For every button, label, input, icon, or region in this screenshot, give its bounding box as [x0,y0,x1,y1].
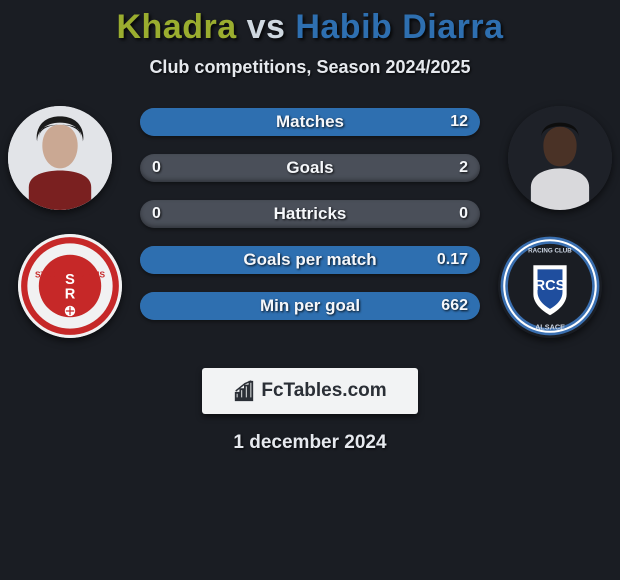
stat-label: Goals [140,154,480,182]
stat-label: Hattricks [140,200,480,228]
player1-name: Khadra [116,8,236,46]
stat-label: Min per goal [140,292,480,320]
chart-icon [233,380,255,402]
stat-label: Goals per match [140,246,480,274]
subtitle: Club competitions, Season 2024/2025 [0,57,620,78]
person-icon [508,106,612,210]
brand-text: FcTables.com [261,380,386,402]
stat-bar: 0.17Goals per match [140,246,480,274]
stats-bars: 12Matches 02Goals 00Hattricks 0.17Goals per… [140,106,480,320]
svg-text:RACING CLUB: RACING CLUB [528,248,572,255]
title-vs: vs [247,8,286,46]
club-crest-icon: RCS RACING CLUB ALSACE [498,234,602,338]
stat-bar: 02Goals [140,154,480,182]
comparison-title: Khadra vs Habib Diarra [0,8,620,47]
svg-text:R: R [65,286,76,302]
club-crest-icon: STADE DE REIMS S R [18,234,122,338]
player2-name: Habib Diarra [295,8,503,46]
brand-badge: FcTables.com [202,368,418,414]
date-text: 1 december 2024 [0,432,620,454]
stat-bar: 662Min per goal [140,292,480,320]
person-icon [8,106,112,210]
svg-text:ALSACE: ALSACE [535,323,565,332]
stat-bar: 00Hattricks [140,200,480,228]
player1-club-crest: STADE DE REIMS S R [18,234,122,338]
stat-bar: 12Matches [140,108,480,136]
stat-label: Matches [140,108,480,136]
svg-text:RCS: RCS [535,278,566,294]
player1-avatar [8,106,112,210]
comparison-content: STADE DE REIMS S R RCS RACING CLUB ALSAC… [0,106,620,356]
player2-club-crest: RCS RACING CLUB ALSACE [498,234,602,338]
player2-avatar [508,106,612,210]
